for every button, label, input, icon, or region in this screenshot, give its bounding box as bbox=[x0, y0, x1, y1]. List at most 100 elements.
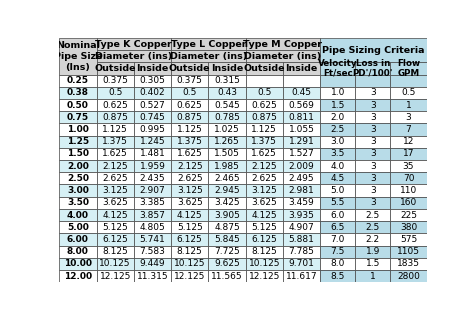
Text: 7.0: 7.0 bbox=[330, 235, 345, 244]
Text: 0.625: 0.625 bbox=[251, 101, 277, 110]
Bar bbox=[209, 124, 246, 136]
Text: 0.527: 0.527 bbox=[139, 101, 165, 110]
Bar bbox=[97, 270, 134, 282]
Bar bbox=[134, 197, 171, 209]
Bar bbox=[283, 258, 320, 270]
Bar bbox=[134, 99, 171, 111]
Text: 0.43: 0.43 bbox=[217, 88, 237, 97]
Text: 2.945: 2.945 bbox=[214, 186, 240, 195]
Text: 12: 12 bbox=[403, 137, 414, 146]
Text: 2.50: 2.50 bbox=[67, 174, 89, 183]
Bar bbox=[171, 148, 209, 160]
Bar bbox=[391, 160, 427, 172]
Bar bbox=[283, 75, 320, 87]
Bar bbox=[246, 38, 320, 50]
Bar bbox=[320, 270, 356, 282]
Text: 8.125: 8.125 bbox=[102, 247, 128, 256]
Text: 2.625: 2.625 bbox=[102, 174, 128, 183]
Bar bbox=[283, 270, 320, 282]
Text: 1.50: 1.50 bbox=[67, 150, 89, 158]
Text: 1.527: 1.527 bbox=[289, 150, 314, 158]
Bar bbox=[134, 270, 171, 282]
Bar bbox=[97, 221, 134, 233]
Text: 9.625: 9.625 bbox=[214, 259, 240, 268]
Bar bbox=[134, 124, 171, 136]
Text: 2800: 2800 bbox=[397, 272, 420, 281]
Bar bbox=[356, 221, 391, 233]
Text: Outside: Outside bbox=[244, 64, 285, 73]
Bar bbox=[171, 270, 209, 282]
Text: 6.125: 6.125 bbox=[102, 235, 128, 244]
Text: 5.125: 5.125 bbox=[102, 223, 128, 232]
Bar bbox=[320, 124, 356, 136]
Text: 10.125: 10.125 bbox=[100, 259, 131, 268]
Bar bbox=[134, 87, 171, 99]
Text: 3.0: 3.0 bbox=[330, 137, 345, 146]
Bar bbox=[391, 148, 427, 160]
Text: 0.25: 0.25 bbox=[67, 76, 89, 85]
Text: 3: 3 bbox=[370, 186, 376, 195]
Text: 3.857: 3.857 bbox=[139, 210, 165, 219]
Text: 5.0: 5.0 bbox=[330, 186, 345, 195]
Bar bbox=[356, 62, 391, 75]
Text: 0.5: 0.5 bbox=[401, 88, 416, 97]
Bar bbox=[391, 124, 427, 136]
Bar bbox=[391, 184, 427, 197]
Bar bbox=[59, 124, 97, 136]
Text: 5.125: 5.125 bbox=[251, 223, 277, 232]
Bar bbox=[97, 38, 171, 50]
Text: 1.625: 1.625 bbox=[177, 150, 202, 158]
Bar bbox=[283, 221, 320, 233]
Text: 7: 7 bbox=[406, 125, 411, 134]
Bar bbox=[320, 221, 356, 233]
Text: 2.125: 2.125 bbox=[177, 162, 202, 171]
Text: 8.125: 8.125 bbox=[177, 247, 202, 256]
Bar bbox=[59, 87, 97, 99]
Bar bbox=[391, 233, 427, 245]
Text: 3.625: 3.625 bbox=[177, 198, 202, 207]
Bar bbox=[246, 75, 283, 87]
Text: 9.701: 9.701 bbox=[289, 259, 314, 268]
Bar bbox=[209, 209, 246, 221]
Text: 0.5: 0.5 bbox=[257, 88, 272, 97]
Text: Loss in
PD'/100': Loss in PD'/100' bbox=[353, 59, 393, 78]
Text: 1.245: 1.245 bbox=[140, 137, 165, 146]
Text: 1.0: 1.0 bbox=[330, 88, 345, 97]
Bar bbox=[246, 124, 283, 136]
Bar bbox=[209, 246, 246, 258]
Text: 3.905: 3.905 bbox=[214, 210, 240, 219]
Bar bbox=[356, 87, 391, 99]
Bar bbox=[356, 172, 391, 184]
Bar bbox=[209, 270, 246, 282]
Bar bbox=[97, 111, 134, 124]
Bar bbox=[97, 50, 171, 62]
Bar bbox=[97, 197, 134, 209]
Text: 2.495: 2.495 bbox=[289, 174, 314, 183]
Text: 6.00: 6.00 bbox=[67, 235, 89, 244]
Bar bbox=[246, 172, 283, 184]
Text: Inside: Inside bbox=[285, 64, 318, 73]
Bar bbox=[134, 172, 171, 184]
Bar bbox=[356, 246, 391, 258]
Bar bbox=[246, 270, 283, 282]
Text: 3: 3 bbox=[370, 88, 376, 97]
Bar bbox=[134, 233, 171, 245]
Bar bbox=[209, 197, 246, 209]
Text: 1.291: 1.291 bbox=[289, 137, 314, 146]
Text: 0.785: 0.785 bbox=[214, 113, 240, 122]
Bar bbox=[283, 148, 320, 160]
Bar bbox=[59, 184, 97, 197]
Bar bbox=[59, 209, 97, 221]
Bar bbox=[97, 209, 134, 221]
Text: 2.981: 2.981 bbox=[289, 186, 314, 195]
Bar bbox=[134, 111, 171, 124]
Text: 0.50: 0.50 bbox=[67, 101, 89, 110]
Text: 9.449: 9.449 bbox=[140, 259, 165, 268]
Text: 1.375: 1.375 bbox=[177, 137, 203, 146]
Text: 3.50: 3.50 bbox=[67, 198, 89, 207]
Text: 2.0: 2.0 bbox=[330, 113, 345, 122]
Text: 3: 3 bbox=[370, 101, 376, 110]
Bar bbox=[171, 87, 209, 99]
Bar bbox=[246, 258, 283, 270]
Bar bbox=[97, 258, 134, 270]
